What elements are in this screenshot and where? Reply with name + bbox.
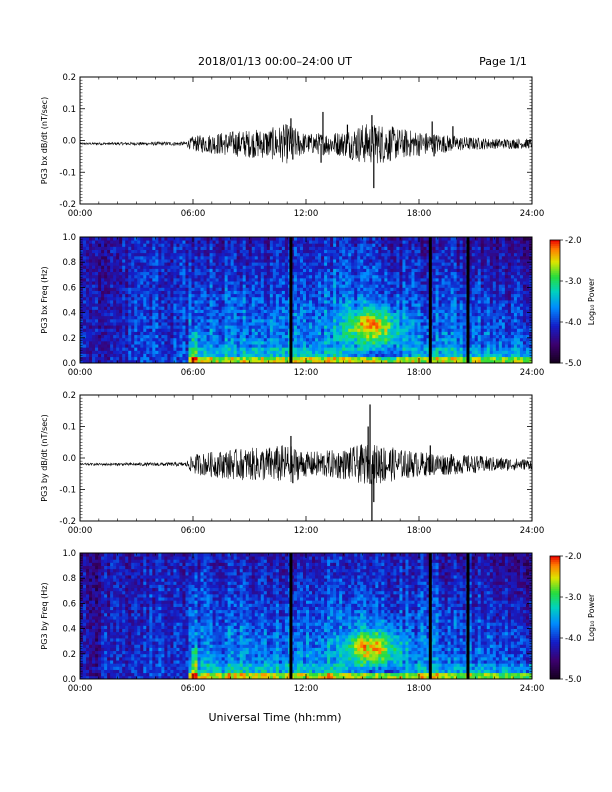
x-tick-label: 12:00: [294, 526, 319, 536]
y-tick-label: -0.1: [59, 486, 76, 496]
y-tick-label: -0.2: [59, 517, 76, 527]
colorbar-tick-label: -5.0: [565, 675, 582, 685]
y-tick-label: 0.4: [62, 309, 76, 319]
colorbar-tick-label: -2.0: [565, 552, 582, 562]
x-tick-label: 24:00: [520, 209, 545, 219]
data-gap-line: [289, 237, 293, 363]
colorbar-tick-label: -5.0: [565, 359, 582, 369]
spectrogram-panel-4: 00:00 06:00 12:00 18:00 24:00 1.0 0.8 0.6 0.4 0.2…: [40, 549, 544, 694]
x-tick-label: 06:00: [181, 368, 206, 378]
y-tick-label: 0.8: [62, 258, 76, 268]
data-gap-line: [466, 553, 470, 679]
x-tick-label: 12:00: [294, 209, 319, 219]
page-indicator: Page 1/1: [479, 55, 527, 68]
x-tick-label: 06:00: [181, 209, 206, 219]
colorbar-label: Log₁₀ Power: [587, 593, 596, 641]
colorbar-bx: -2.0 -3.0 -4.0 -5.0 Log₁₀ Power: [549, 236, 596, 369]
y-tick-label: 0.1: [62, 105, 76, 115]
y-tick-label: 0.4: [62, 625, 76, 635]
x-tick-label: 00:00: [68, 209, 93, 219]
y-axis-label: PG3 by Freq (Hz): [40, 582, 49, 649]
x-tick-label: 18:00: [407, 209, 432, 219]
y-tick-label: -0.2: [59, 200, 76, 210]
data-gap-line: [289, 553, 293, 679]
x-tick-label: 06:00: [181, 526, 206, 536]
figure-title: 2018/01/13 00:00–24:00 UT: [198, 55, 352, 68]
y-tick-label: 0.6: [62, 283, 76, 293]
y-tick-label: 0.8: [62, 574, 76, 584]
y-tick-label: 0.0: [62, 675, 76, 685]
x-axis-label: Universal Time (hh:mm): [209, 711, 342, 724]
y-tick-label: 0.6: [62, 599, 76, 609]
y-tick-label: -0.1: [59, 168, 76, 178]
y-axis-label: PG3 bx dB/dt (nT/sec): [40, 97, 49, 184]
y-tick-label: 0.0: [62, 137, 76, 147]
x-tick-label: 24:00: [520, 684, 545, 694]
x-tick-label: 18:00: [407, 368, 432, 378]
y-tick-label: 1.0: [62, 549, 76, 559]
colorbar-tick-label: -2.0: [565, 236, 582, 246]
y-axis-label: PG3 bx Freq (Hz): [40, 266, 49, 333]
colorbar-tick-label: -3.0: [565, 593, 582, 603]
colorbar-label: Log₁₀ Power: [587, 277, 596, 325]
y-tick-label: 0.2: [62, 391, 76, 401]
y-tick-label: 1.0: [62, 233, 76, 243]
y-tick-label: 0.2: [62, 650, 76, 660]
spectrogram-panel-2: 00:00 06:00 12:00 18:00 24:00 1.0 0.8 0.6 0.4 0.2…: [40, 233, 544, 378]
y-axis-label: PG3 by dB/dt (nT/sec): [40, 414, 49, 501]
x-tick-label: 12:00: [294, 684, 319, 694]
y-tick-label: 0.0: [62, 454, 76, 464]
colorbar-by: -2.0 -3.0 -4.0 -5.0 Log₁₀ Power: [549, 552, 596, 685]
timeseries-panel-3: 00:00 06:00 12:00 18:00 24:00 0.2 0.1 0.0 -0.1 -0…: [40, 391, 544, 536]
x-tick-label: 06:00: [181, 684, 206, 694]
y-tick-label: 0.1: [62, 423, 76, 433]
y-tick-label: 0.2: [62, 73, 76, 83]
x-tick-label: 12:00: [294, 368, 319, 378]
data-gap-line: [428, 553, 432, 679]
data-gap-line: [466, 237, 470, 363]
y-tick-label: 0.0: [62, 359, 76, 369]
x-tick-label: 00:00: [68, 526, 93, 536]
colorbar-tick-label: -4.0: [565, 318, 582, 328]
colorbar-tick-label: -3.0: [565, 277, 582, 287]
x-tick-label: 18:00: [407, 526, 432, 536]
x-tick-label: 24:00: [520, 526, 545, 536]
x-tick-label: 24:00: [520, 368, 545, 378]
dbdt-trace: [79, 124, 533, 164]
x-tick-label: 18:00: [407, 684, 432, 694]
data-gap-line: [428, 237, 432, 363]
colorbar-tick-label: -4.0: [565, 634, 582, 644]
x-tick-label: 00:00: [68, 684, 93, 694]
y-tick-label: 0.2: [62, 334, 76, 344]
x-tick-label: 00:00: [68, 368, 93, 378]
timeseries-panel-1: 00:00 06:00 12:00 18:00 24:00 0.2 0.1 0.0 -0.1 -0…: [40, 73, 544, 219]
dbdt-trace: [79, 444, 533, 485]
